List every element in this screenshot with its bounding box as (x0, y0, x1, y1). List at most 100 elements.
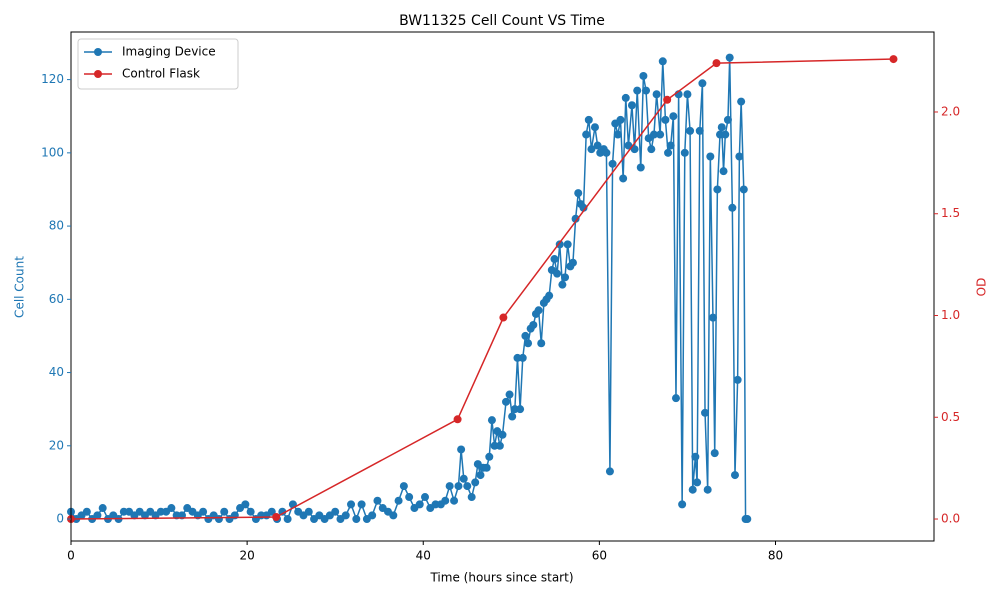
data-point (666, 141, 675, 150)
data-point (579, 203, 588, 212)
data-point (706, 152, 715, 161)
data-point (701, 408, 710, 417)
data-point (534, 306, 543, 315)
data-point (278, 507, 287, 516)
data-point (457, 445, 466, 454)
data-point (568, 258, 577, 267)
data-point (561, 273, 570, 282)
data-point (502, 397, 511, 406)
data-point (688, 485, 697, 494)
data-point (582, 130, 591, 139)
data-point (454, 482, 463, 491)
data-point (405, 493, 414, 502)
data-point (214, 515, 223, 524)
data-point (728, 203, 737, 212)
data-point (571, 214, 580, 223)
y-tick-label: 60 (49, 292, 64, 306)
y-tick-label: 100 (41, 145, 64, 159)
legend-box (77, 38, 239, 90)
x-tick-label: 60 (592, 549, 607, 563)
y-tick-label: 0 (56, 512, 64, 526)
data-point (703, 485, 712, 494)
y2-axis-label: OD (975, 278, 989, 297)
y-tick-label: 20 (49, 438, 64, 452)
data-point (686, 126, 695, 135)
data-point (505, 390, 514, 399)
data-point (642, 86, 651, 95)
data-point (267, 507, 276, 516)
data-point (241, 500, 250, 509)
data-point (630, 145, 639, 154)
data-point (482, 463, 491, 472)
data-point (529, 320, 538, 329)
data-point (633, 86, 642, 95)
y2-tick-label: 1.5 (941, 206, 960, 220)
data-point (553, 269, 562, 278)
data-point (733, 375, 742, 384)
data-point (415, 500, 424, 509)
data-point (220, 507, 229, 516)
data-point (725, 53, 734, 62)
data-point (710, 449, 719, 458)
data-point (304, 507, 313, 516)
data-point (516, 405, 525, 414)
data-point (463, 482, 472, 491)
data-point (459, 474, 468, 483)
plot-area (67, 53, 898, 524)
legend: Imaging Device Control Flask (77, 38, 239, 90)
legend-marker (94, 70, 102, 78)
data-point (558, 280, 567, 289)
data-point (616, 115, 625, 124)
data-point (683, 90, 692, 99)
data-point (605, 467, 614, 476)
data-point (664, 148, 673, 157)
chart-title: BW11325 Cell Count VS Time (399, 13, 605, 29)
data-point (495, 441, 504, 450)
data-point (658, 57, 667, 66)
data-point (563, 240, 572, 249)
x-tick-label: 40 (416, 549, 431, 563)
plot-frame (70, 31, 935, 542)
data-point (721, 130, 730, 139)
data-point (889, 55, 898, 64)
data-point (524, 339, 533, 348)
data-point (246, 507, 255, 516)
data-point (521, 331, 530, 340)
data-point (508, 412, 517, 421)
data-point (574, 189, 583, 198)
data-point (453, 415, 462, 424)
data-point (708, 313, 717, 322)
data-point (487, 416, 496, 425)
data-point (499, 313, 508, 322)
data-point (656, 130, 665, 139)
data-point (537, 339, 546, 348)
data-point (584, 115, 593, 124)
y2-tick-label: 2.0 (941, 104, 960, 118)
data-point (467, 493, 476, 502)
y2-tick-label: 1.0 (941, 308, 960, 322)
data-point (695, 126, 704, 135)
data-point (661, 115, 670, 124)
data-point (619, 174, 628, 183)
data-point (639, 71, 648, 80)
data-point (272, 512, 281, 521)
data-point (93, 511, 102, 520)
y-tick-label: 80 (49, 219, 64, 233)
data-point (445, 482, 454, 491)
data-point (602, 148, 611, 157)
data-point (647, 145, 656, 154)
data-point (691, 452, 700, 461)
data-point (743, 515, 752, 524)
data-point (347, 500, 356, 509)
data-point (713, 185, 722, 194)
data-point (719, 167, 728, 176)
legend-label: Imaging Device (122, 45, 216, 59)
data-point (450, 496, 459, 505)
data-point (441, 496, 450, 505)
data-point (669, 112, 678, 121)
data-point (199, 507, 208, 516)
data-point (717, 123, 726, 132)
y2-tick-label: 0.0 (941, 512, 960, 526)
data-point (649, 130, 658, 139)
